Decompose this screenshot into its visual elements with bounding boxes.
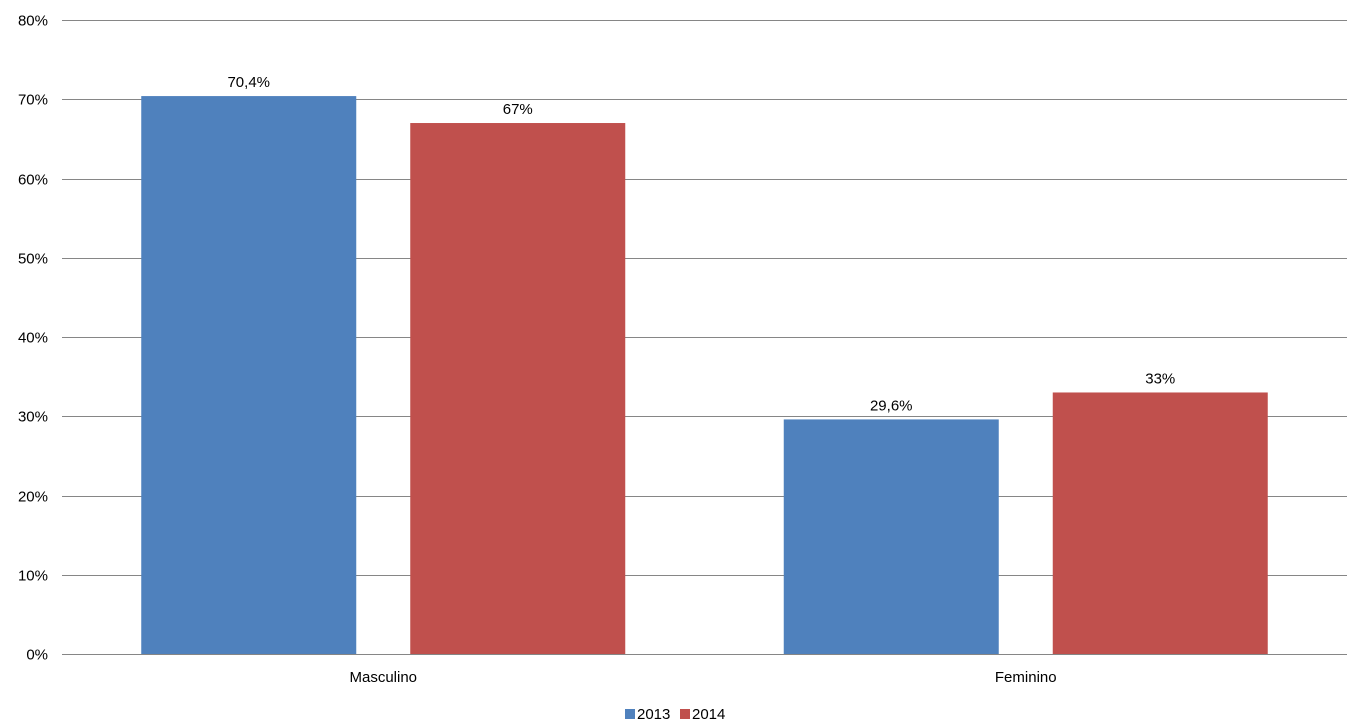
data-label-2014-masculino: 67% — [503, 101, 533, 118]
bar-2014-masculino — [410, 123, 626, 654]
x-tick-label: Masculino — [349, 669, 417, 686]
bar-2013-feminino — [783, 419, 999, 654]
bar-2013-masculino — [141, 96, 357, 654]
y-tick-label: 10% — [18, 568, 48, 585]
y-tick-label: 30% — [18, 409, 48, 426]
x-tick-label: Feminino — [995, 669, 1057, 686]
legend-swatch-2013 — [625, 709, 635, 719]
y-tick-label: 70% — [18, 92, 48, 109]
y-tick-label: 60% — [18, 172, 48, 189]
x-axis-ticks: Masculino Feminino — [349, 669, 1056, 686]
y-tick-label: 40% — [18, 330, 48, 347]
y-tick-label: 20% — [18, 489, 48, 506]
legend-label-2013: 2013 — [637, 706, 670, 722]
legend: 2013 2014 — [625, 706, 725, 722]
data-label-2014-feminino: 33% — [1145, 370, 1175, 387]
bar-2014-feminino — [1052, 392, 1268, 654]
legend-swatch-2014 — [680, 709, 690, 719]
data-label-2013-masculino: 70,4% — [227, 74, 270, 91]
legend-label-2014: 2014 — [692, 706, 725, 722]
y-tick-label: 50% — [18, 251, 48, 268]
data-label-2013-feminino: 29,6% — [870, 397, 913, 414]
y-tick-label: 0% — [26, 647, 48, 664]
y-axis-ticks: 0% 10% 20% 30% 40% 50% 60% 70% 80% — [18, 13, 48, 664]
bars — [62, 96, 1347, 655]
data-labels: 70,4% 67% 29,6% 33% — [227, 74, 1175, 414]
y-tick-label: 80% — [18, 13, 48, 30]
